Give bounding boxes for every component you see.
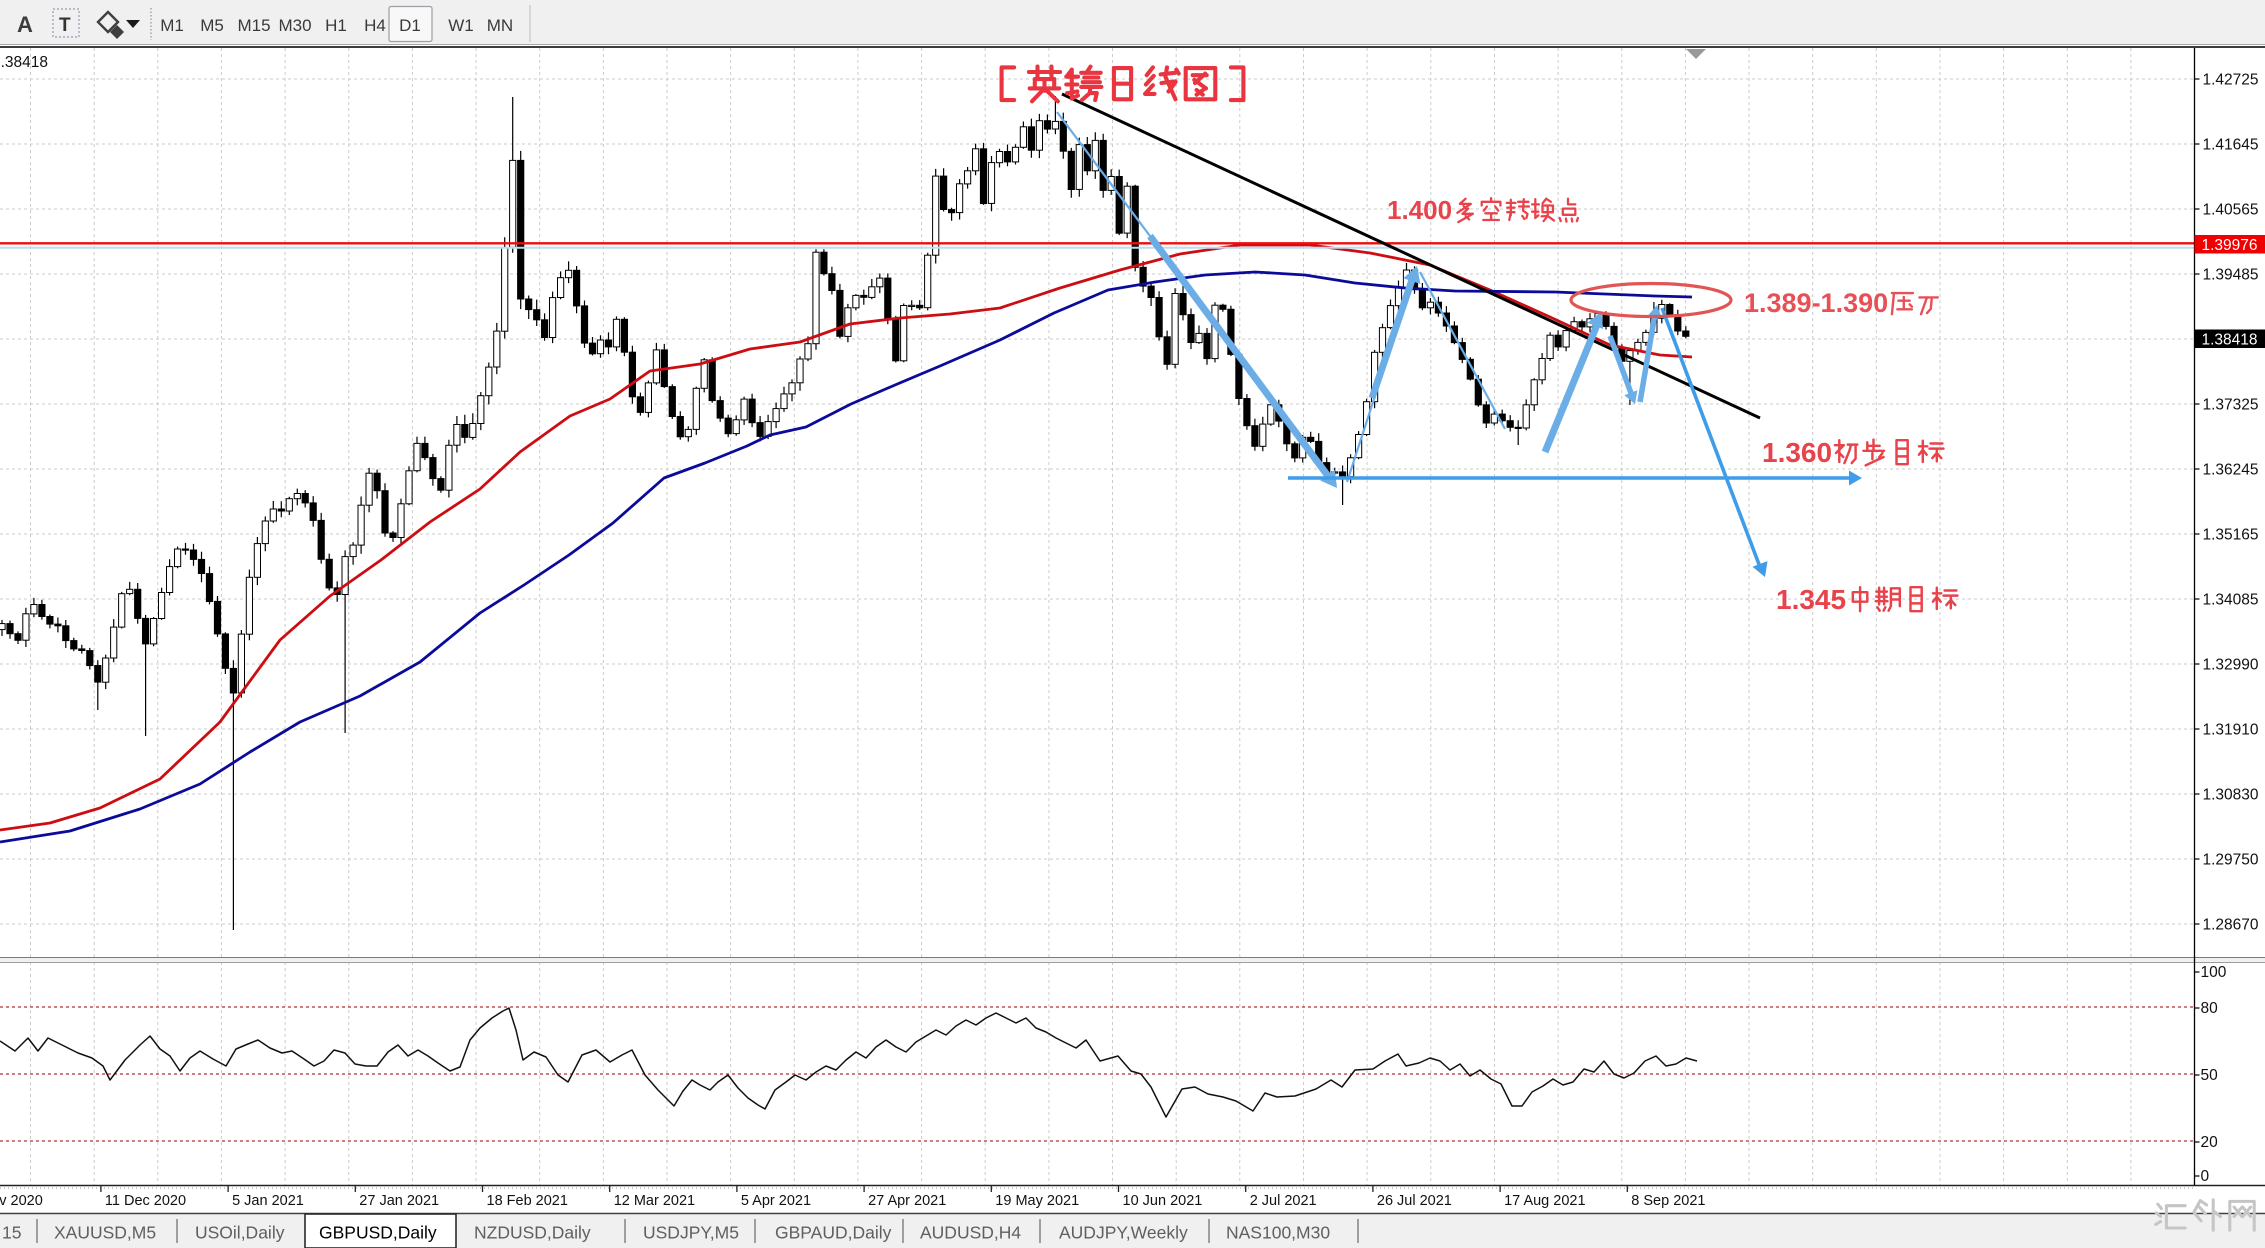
svg-text:1.36245: 1.36245 — [2203, 462, 2259, 479]
svg-text:18 Feb 2021: 18 Feb 2021 — [487, 1193, 568, 1209]
svg-text:1.389-1.390: 1.389-1.390 — [1744, 288, 1888, 318]
svg-text:1.32990: 1.32990 — [2203, 657, 2259, 674]
svg-text:H1: H1 — [325, 16, 347, 35]
svg-text:50: 50 — [2201, 1067, 2219, 1084]
svg-text:A: A — [17, 12, 33, 37]
svg-text:1.41645: 1.41645 — [2203, 137, 2259, 154]
svg-text:M1: M1 — [160, 16, 184, 35]
svg-text:20: 20 — [2201, 1134, 2219, 1151]
svg-text:80: 80 — [2201, 1000, 2219, 1017]
svg-text:USOil,Daily: USOil,Daily — [195, 1223, 285, 1243]
svg-text:MN: MN — [487, 16, 513, 35]
svg-text:NAS100,M30: NAS100,M30 — [1226, 1223, 1330, 1243]
svg-text:27 Apr 2021: 27 Apr 2021 — [868, 1193, 946, 1209]
svg-text:1.39976: 1.39976 — [2202, 237, 2258, 254]
svg-text:1.29750: 1.29750 — [2203, 852, 2259, 869]
svg-text:M30: M30 — [278, 16, 311, 35]
svg-text:1.31910: 1.31910 — [2203, 722, 2259, 739]
svg-text:NZDUSD,Daily: NZDUSD,Daily — [474, 1223, 591, 1243]
svg-text:1.39485: 1.39485 — [2203, 267, 2259, 284]
svg-text:T: T — [59, 15, 71, 36]
svg-text:H4: H4 — [364, 16, 386, 35]
svg-text:12 Mar 2021: 12 Mar 2021 — [614, 1193, 695, 1209]
svg-text:USDJPY,M5: USDJPY,M5 — [643, 1223, 739, 1243]
svg-text:M15: M15 — [237, 16, 270, 35]
svg-text:19 May 2021: 19 May 2021 — [995, 1193, 1079, 1209]
svg-text:1.40565: 1.40565 — [2203, 202, 2259, 219]
svg-text:D1: D1 — [399, 16, 421, 35]
svg-text:0: 0 — [2201, 1168, 2210, 1185]
svg-text:100: 100 — [2201, 964, 2227, 981]
svg-text:17 Aug 2021: 17 Aug 2021 — [1504, 1193, 1585, 1209]
svg-text:8 Sep 2021: 8 Sep 2021 — [1631, 1193, 1705, 1209]
svg-text:10 Jun 2021: 10 Jun 2021 — [1123, 1193, 1203, 1209]
svg-text:1.37325: 1.37325 — [2203, 397, 2259, 414]
svg-text:1.400: 1.400 — [1387, 195, 1452, 225]
svg-text:GBPAUD,Daily: GBPAUD,Daily — [775, 1223, 892, 1243]
svg-text:5 Jan 2021: 5 Jan 2021 — [232, 1193, 304, 1209]
svg-text:1.28670: 1.28670 — [2203, 917, 2259, 934]
svg-text:GBPUSD,Daily: GBPUSD,Daily — [319, 1223, 437, 1243]
svg-text:M5: M5 — [200, 16, 224, 35]
svg-text:1.34085: 1.34085 — [2203, 592, 2259, 609]
svg-text:5 Apr 2021: 5 Apr 2021 — [741, 1193, 811, 1209]
svg-text:1.42725: 1.42725 — [2203, 72, 2259, 89]
svg-text:1.30830: 1.30830 — [2203, 787, 2259, 804]
svg-text:AUDJPY,Weekly: AUDJPY,Weekly — [1059, 1223, 1188, 1243]
svg-text:27 Jan 2021: 27 Jan 2021 — [359, 1193, 439, 1209]
svg-text:11 Dec 2020: 11 Dec 2020 — [105, 1193, 186, 1209]
svg-text:Nov 2020: Nov 2020 — [0, 1193, 43, 1209]
svg-text:W1: W1 — [448, 16, 474, 35]
svg-text:26 Jul 2021: 26 Jul 2021 — [1377, 1193, 1452, 1209]
svg-text:1.38418: 1.38418 — [2202, 331, 2258, 348]
svg-text:XAUUSD,M5: XAUUSD,M5 — [54, 1223, 156, 1243]
svg-text:1.35165: 1.35165 — [2203, 527, 2259, 544]
svg-text:1.345: 1.345 — [1776, 584, 1846, 615]
svg-text:2 Jul 2021: 2 Jul 2021 — [1250, 1193, 1317, 1209]
svg-text:15: 15 — [2, 1223, 21, 1243]
svg-text:1.360: 1.360 — [1762, 437, 1832, 468]
svg-text:AUDUSD,H4: AUDUSD,H4 — [920, 1223, 1021, 1243]
svg-text:1.38418: 1.38418 — [0, 54, 48, 71]
